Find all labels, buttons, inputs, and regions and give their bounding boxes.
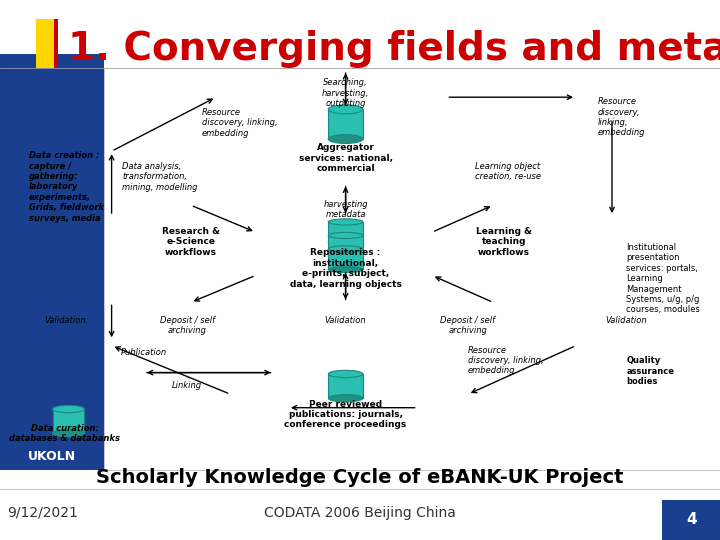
Text: Peer reviewed
publications: journals,
conference proceedings: Peer reviewed publications: journals, co… [284, 400, 407, 429]
Bar [328, 235, 363, 256]
Text: 1. Converging fields and metadata: 1. Converging fields and metadata [68, 30, 720, 68]
Text: Data analysis,
transformation,
mining, modelling: Data analysis, transformation, mining, m… [122, 162, 198, 192]
Text: Validation: Validation [325, 316, 366, 325]
Bar [53, 409, 84, 433]
Ellipse shape [328, 370, 363, 377]
Text: Quality
assurance
bodies: Quality assurance bodies [626, 356, 675, 386]
Ellipse shape [328, 246, 363, 252]
Text: Institutional
presentation
services: portals,
Learning
Management
Systems, u/g, : Institutional presentation services: por… [626, 243, 701, 314]
Bar [328, 374, 363, 399]
Text: Resource
discovery, linking,
embedding: Resource discovery, linking, embedding [202, 108, 277, 138]
Bar [36, 19, 54, 68]
Bar [328, 249, 363, 269]
Text: Learning &
teaching
workflows: Learning & teaching workflows [476, 227, 532, 256]
Ellipse shape [328, 395, 363, 402]
Text: Linking: Linking [172, 381, 202, 390]
Text: Resource
discovery, linking,
embedding: Resource discovery, linking, embedding [468, 346, 544, 375]
Text: Searching,
harvesting,
outputing: Searching, harvesting, outputing [322, 78, 369, 108]
Text: Resource
discovery,
linking,
embedding: Resource discovery, linking, embedding [598, 97, 645, 137]
Text: CODATA 2006 Beijing China: CODATA 2006 Beijing China [264, 506, 456, 520]
Ellipse shape [328, 219, 363, 225]
Text: Aggregator
services: national,
commercial: Aggregator services: national, commercia… [299, 143, 392, 173]
Bar [0, 408, 104, 470]
Text: Research &
e-Science
workflows: Research & e-Science workflows [162, 227, 220, 256]
Ellipse shape [53, 406, 84, 413]
Text: Validation: Validation [606, 316, 647, 325]
Text: 9/12/2021: 9/12/2021 [7, 506, 78, 520]
Text: Learning object
creation, re-use: Learning object creation, re-use [475, 162, 541, 181]
Bar [328, 109, 363, 139]
Bar [54, 19, 58, 68]
Bar [328, 222, 363, 242]
Ellipse shape [328, 239, 363, 246]
Bar [0, 54, 104, 470]
Ellipse shape [328, 266, 363, 273]
Ellipse shape [328, 232, 363, 239]
Text: Publication: Publication [121, 348, 167, 357]
Text: Deposit / self
archiving: Deposit / self archiving [160, 316, 215, 335]
Text: Deposit / self
archiving: Deposit / self archiving [441, 316, 495, 335]
Text: 4: 4 [686, 512, 696, 527]
Bar [662, 500, 720, 540]
Text: Scholarly Knowledge Cycle of eBANK-UK Project: Scholarly Knowledge Cycle of eBANK-UK Pr… [96, 468, 624, 488]
Text: Repositories :
institutional,
e-prints, subject,
data, learning objects: Repositories : institutional, e-prints, … [289, 248, 402, 288]
Ellipse shape [53, 430, 84, 437]
Text: harvesting
metadata: harvesting metadata [323, 200, 368, 219]
Text: Data curation:
databases & databanks: Data curation: databases & databanks [9, 424, 120, 443]
Ellipse shape [328, 134, 363, 144]
Ellipse shape [328, 105, 363, 114]
Text: Data creation :
capture /
gathering:
laboratory
experiments,
Grids, fieldwork
su: Data creation : capture / gathering: lab… [29, 151, 104, 222]
Ellipse shape [328, 253, 363, 259]
Bar [104, 68, 720, 470]
Text: UKOLN: UKOLN [28, 450, 76, 463]
Text: Validation: Validation [44, 316, 86, 325]
